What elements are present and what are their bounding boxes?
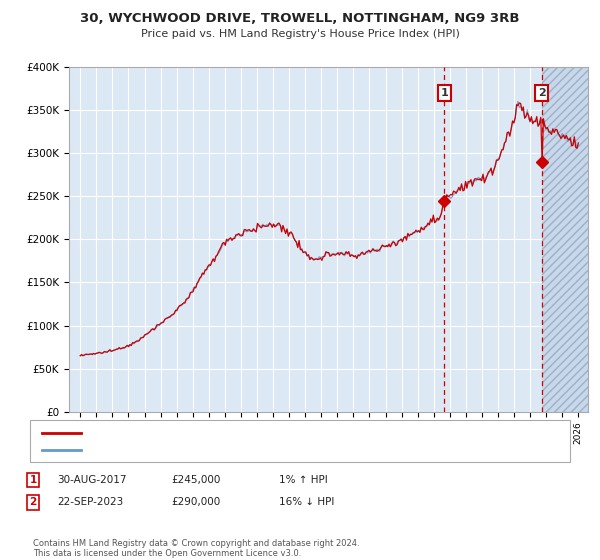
Text: Price paid vs. HM Land Registry's House Price Index (HPI): Price paid vs. HM Land Registry's House … xyxy=(140,29,460,39)
Text: 1: 1 xyxy=(29,475,37,485)
Text: HPI: Average price, detached house, Broxtowe: HPI: Average price, detached house, Brox… xyxy=(87,445,314,455)
Text: £290,000: £290,000 xyxy=(171,497,220,507)
Text: 30, WYCHWOOD DRIVE, TROWELL, NOTTINGHAM, NG9 3RB: 30, WYCHWOOD DRIVE, TROWELL, NOTTINGHAM,… xyxy=(80,12,520,25)
Text: 2: 2 xyxy=(538,88,545,98)
Bar xyxy=(542,67,588,412)
Text: 1: 1 xyxy=(440,88,448,98)
Text: 1% ↑ HPI: 1% ↑ HPI xyxy=(279,475,328,485)
Text: 2: 2 xyxy=(29,497,37,507)
Text: £245,000: £245,000 xyxy=(171,475,220,485)
Text: 16% ↓ HPI: 16% ↓ HPI xyxy=(279,497,334,507)
Text: 22-SEP-2023: 22-SEP-2023 xyxy=(57,497,123,507)
Text: 30-AUG-2017: 30-AUG-2017 xyxy=(57,475,127,485)
Text: 30, WYCHWOOD DRIVE, TROWELL, NOTTINGHAM, NG9 3RB (detached house): 30, WYCHWOOD DRIVE, TROWELL, NOTTINGHAM,… xyxy=(87,428,466,437)
Text: Contains HM Land Registry data © Crown copyright and database right 2024.
This d: Contains HM Land Registry data © Crown c… xyxy=(33,539,359,558)
